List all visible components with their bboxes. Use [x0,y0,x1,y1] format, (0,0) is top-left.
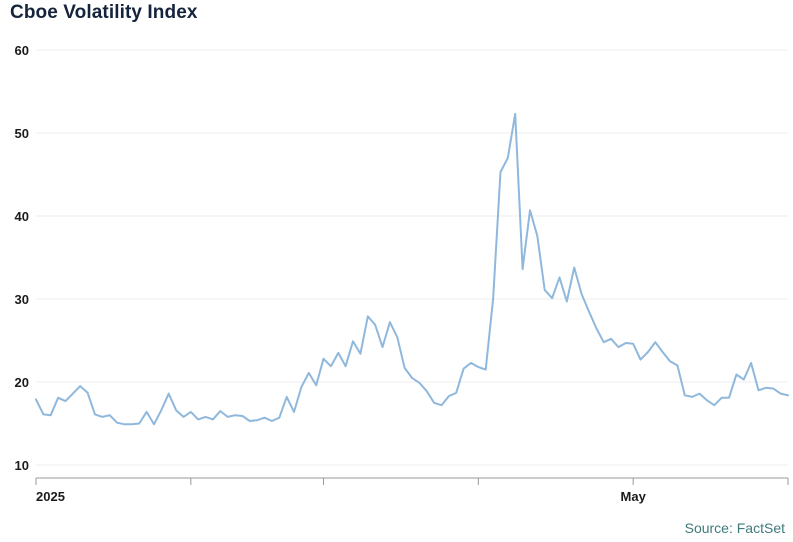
x-axis-tick-label: 2025 [36,489,65,504]
y-axis-tick-label: 30 [15,292,29,307]
y-axis-tick-label: 60 [15,43,29,58]
y-axis-tick-label: 20 [15,375,29,390]
y-axis-tick-label: 10 [15,458,29,473]
vix-data-line [35,112,789,426]
chart-title: Cboe Volatility Index [10,2,198,23]
x-axis-tick-label: May [621,489,647,504]
source-credit: Source: FactSet [684,520,785,536]
y-axis-tick-label: 50 [15,126,29,141]
y-axis-tick-label: 40 [15,209,29,224]
